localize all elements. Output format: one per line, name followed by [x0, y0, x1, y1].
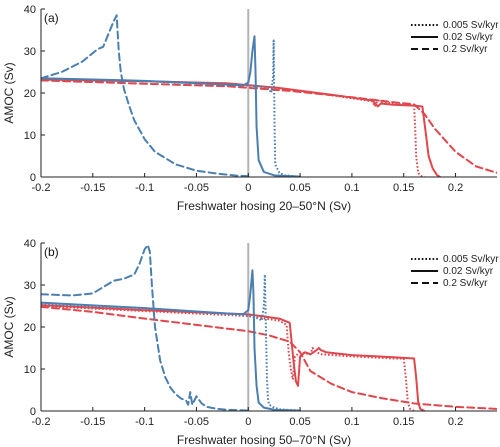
x-tick-label: 0 — [245, 182, 251, 194]
legend-label: 0.005 Sv/kyr — [443, 20, 499, 31]
x-tick-label: 0.15 — [393, 182, 414, 194]
y-tick-label: 20 — [24, 88, 36, 100]
panel-label: (b) — [44, 245, 59, 259]
x-tick-label: 0.2 — [448, 182, 463, 194]
y-tick-label: 40 — [24, 238, 36, 250]
x-tick-label: -0.2 — [32, 182, 51, 194]
y-tick-label: 20 — [24, 322, 36, 334]
legend-label: 0.2 Sv/kyr — [443, 44, 488, 55]
x-tick-label: 0.1 — [344, 416, 359, 428]
y-tick-label: 0 — [30, 172, 36, 184]
x-tick-label: -0.15 — [80, 182, 105, 194]
series-line-blue-dotted — [41, 39, 301, 177]
x-tick-label: 0.15 — [393, 416, 414, 428]
series-line-red-solid — [41, 78, 441, 177]
x-tick-label: -0.2 — [32, 416, 51, 428]
panel-b: -0.2 -0.15 -0.1 -0.05 0 0.05 0.1 0.15 0.2 0 10 20 30… — [2, 238, 499, 447]
x-tick-label: -0.1 — [135, 416, 154, 428]
x-tick-label: -0.1 — [135, 182, 154, 194]
panel-a: -0.2 -0.15 -0.1 -0.05 0 0.05 0.1 0.15 0.2 0 10 20 30… — [2, 4, 499, 213]
x-tick-label: 0 — [245, 416, 251, 428]
x-tick-label: -0.05 — [184, 182, 209, 194]
y-tick-label: 10 — [24, 130, 36, 142]
legend-label: 0.005 Sv/kyr — [443, 254, 499, 265]
series-line-red-dashed — [41, 305, 497, 410]
x-tick-label: -0.15 — [80, 416, 105, 428]
series-line-red-dotted — [41, 305, 415, 411]
legend-label: 0.02 Sv/kyr — [443, 266, 494, 277]
x-tick-label: 0.05 — [289, 416, 310, 428]
y-axis-label: AMOC (Sv) — [2, 296, 16, 357]
series-line-red-dotted — [41, 78, 425, 177]
series-line-red-dashed — [41, 79, 497, 174]
series-group — [41, 244, 497, 411]
y-axis-label: AMOC (Sv) — [2, 62, 16, 123]
series-group — [41, 14, 497, 177]
x-tick-label: 0.05 — [289, 182, 310, 194]
legend-label: 0.02 Sv/kyr — [443, 32, 494, 43]
series-line-blue-dashed — [41, 244, 250, 411]
series-line-red-solid — [41, 304, 426, 411]
series-line-blue-dotted — [41, 273, 301, 411]
series-line-blue-solid — [41, 269, 302, 411]
x-tick-label: -0.05 — [184, 416, 209, 428]
series-line-blue-dashed — [41, 14, 250, 177]
y-tick-label: 10 — [24, 364, 36, 376]
x-tick-label: 0.2 — [448, 416, 463, 428]
panel-label: (a) — [44, 11, 59, 25]
x-tick-label: 0.1 — [344, 182, 359, 194]
y-tick-label: 40 — [24, 4, 36, 16]
x-axis-label: Freshwater hosing 20–50°N (Sv) — [177, 199, 351, 213]
y-tick-label: 30 — [24, 280, 36, 292]
legend-label: 0.2 Sv/kyr — [443, 278, 488, 289]
y-tick-label: 0 — [30, 406, 36, 418]
series-line-blue-solid — [41, 35, 302, 177]
x-axis-label: Freshwater hosing 50–70°N (Sv) — [177, 433, 351, 447]
y-tick-label: 30 — [24, 46, 36, 58]
